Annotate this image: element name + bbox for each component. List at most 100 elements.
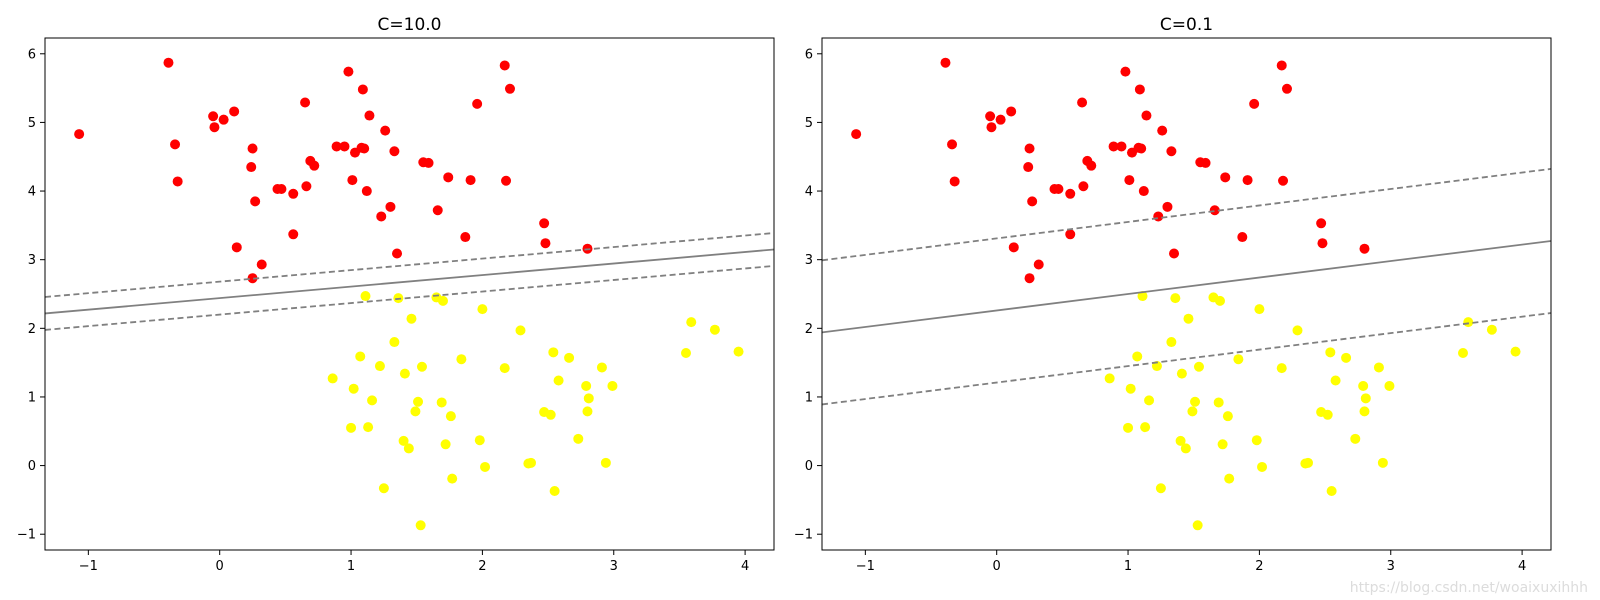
scatter-point-class-0 — [1242, 175, 1253, 186]
scatter-point-class-1 — [600, 457, 611, 468]
scatter-point-class-0 — [1169, 248, 1180, 259]
scatter-point-class-1 — [499, 363, 510, 374]
y-tick-label: 0 — [28, 459, 36, 474]
margin-line — [45, 265, 774, 331]
scatter-point-class-1 — [1217, 439, 1228, 450]
chart-panel-1: C=10.0 −1 0 1 2 3 4 −1 0 1 2 3 4 5 6 — [17, 15, 775, 574]
scatter-point-class-1 — [327, 373, 338, 384]
scatter-point-class-1 — [1166, 337, 1177, 348]
scatter-point-class-1 — [1190, 396, 1201, 407]
scatter-point-class-1 — [1140, 422, 1151, 433]
y-tick-label: 3 — [805, 253, 813, 268]
y-tick-label: 1 — [805, 390, 813, 405]
scatter-point-class-0 — [288, 229, 299, 240]
scatter-point-class-0 — [1006, 106, 1017, 117]
scatter-point-class-1 — [515, 325, 526, 336]
scatter-point-class-0 — [172, 176, 183, 187]
scatter-point-class-0 — [209, 122, 220, 133]
scatter-point-class-0 — [331, 141, 342, 152]
scatter-point-class-1 — [445, 411, 456, 422]
scatter-point-class-0 — [376, 211, 387, 222]
scatter-point-class-0 — [443, 172, 454, 183]
scatter-point-class-1 — [477, 304, 488, 315]
scatter-point-class-0 — [1278, 175, 1289, 186]
scatter-point-class-1 — [413, 396, 424, 407]
scatter-point-class-0 — [540, 238, 551, 249]
decision-boundary-line — [822, 240, 1551, 334]
scatter-point-class-1 — [355, 351, 366, 362]
y-tick-label: 2 — [805, 322, 813, 337]
scatter-point-class-0 — [1124, 175, 1135, 186]
scatter-point-class-0 — [1157, 125, 1168, 136]
scatter-point-class-0 — [423, 157, 434, 168]
scatter-point-class-0 — [301, 181, 312, 192]
x-tick-label: 1 — [1124, 559, 1132, 574]
scatter-point-class-0 — [501, 175, 512, 186]
scatter-point-class-1 — [1325, 347, 1336, 358]
scatter-point-class-0 — [1023, 162, 1034, 173]
scatter-point-class-1 — [1510, 346, 1521, 357]
scatter-point-class-1 — [363, 422, 374, 433]
scatter-point-class-1 — [1463, 317, 1474, 328]
scatter-point-class-0 — [947, 139, 958, 150]
scatter-point-class-0 — [247, 273, 258, 284]
points-layer — [851, 57, 1521, 531]
scatter-point-class-0 — [1024, 143, 1035, 154]
decision-boundary-line — [45, 248, 774, 315]
scatter-point-class-0 — [1281, 83, 1292, 94]
scatter-point-class-1 — [480, 461, 491, 472]
axes-frame — [44, 37, 775, 551]
scatter-point-class-1 — [406, 313, 417, 324]
scatter-point-class-0 — [1359, 243, 1370, 254]
scatter-point-class-1 — [1373, 362, 1384, 373]
scatter-point-class-0 — [256, 259, 267, 270]
scatter-point-class-1 — [581, 380, 592, 391]
scatter-point-class-1 — [436, 397, 447, 408]
scatter-point-class-1 — [1123, 422, 1134, 433]
scatter-point-class-0 — [357, 84, 368, 95]
scatter-point-class-1 — [733, 346, 744, 357]
scatter-point-class-0 — [288, 188, 299, 199]
x-tick-label: 3 — [610, 559, 618, 574]
scatter-point-class-1 — [1175, 435, 1186, 446]
scatter-point-class-0 — [343, 66, 354, 77]
scatter-point-class-1 — [1144, 395, 1155, 406]
scatter-point-class-0 — [1065, 229, 1076, 240]
y-tick-label: −1 — [794, 528, 813, 543]
scatter-point-class-1 — [346, 422, 357, 433]
y-tick-label: 2 — [28, 322, 36, 337]
scatter-point-class-0 — [1065, 188, 1076, 199]
scatter-point-class-0 — [250, 196, 261, 207]
margin-line — [822, 168, 1551, 262]
scatter-point-class-0 — [1116, 141, 1127, 152]
x-tick-label: −1 — [79, 559, 98, 574]
scatter-point-class-1 — [526, 457, 536, 468]
scatter-point-class-0 — [208, 111, 219, 122]
y-tick-label: 1 — [28, 390, 36, 405]
scatter-point-class-1 — [474, 435, 485, 446]
scatter-point-class-0 — [1077, 97, 1088, 108]
margin-line — [822, 312, 1551, 406]
scatter-point-class-1 — [1377, 457, 1388, 468]
scatter-point-class-1 — [607, 380, 618, 391]
scatter-point-class-1 — [1276, 363, 1287, 374]
scatter-point-class-0 — [276, 183, 287, 194]
scatter-point-class-1 — [1486, 324, 1497, 335]
scatter-point-class-0 — [380, 125, 391, 136]
scatter-point-class-0 — [1276, 60, 1287, 71]
scatter-point-class-0 — [539, 218, 550, 229]
scatter-point-class-1 — [1251, 435, 1262, 446]
scatter-point-class-1 — [1359, 406, 1370, 417]
scatter-point-class-1 — [548, 347, 559, 358]
scatter-point-class-1 — [1303, 457, 1313, 468]
scatter-point-class-0 — [231, 242, 242, 253]
scatter-point-class-1 — [367, 395, 378, 406]
scatter-point-class-0 — [309, 160, 320, 171]
scatter-point-class-0 — [339, 141, 350, 152]
scatter-point-class-1 — [1457, 348, 1468, 359]
scatter-point-class-0 — [1317, 238, 1328, 249]
scatter-point-class-1 — [1292, 325, 1303, 336]
scatter-point-class-0 — [1033, 259, 1044, 270]
scatter-point-class-1 — [348, 383, 359, 394]
scatter-point-class-0 — [1136, 143, 1147, 154]
